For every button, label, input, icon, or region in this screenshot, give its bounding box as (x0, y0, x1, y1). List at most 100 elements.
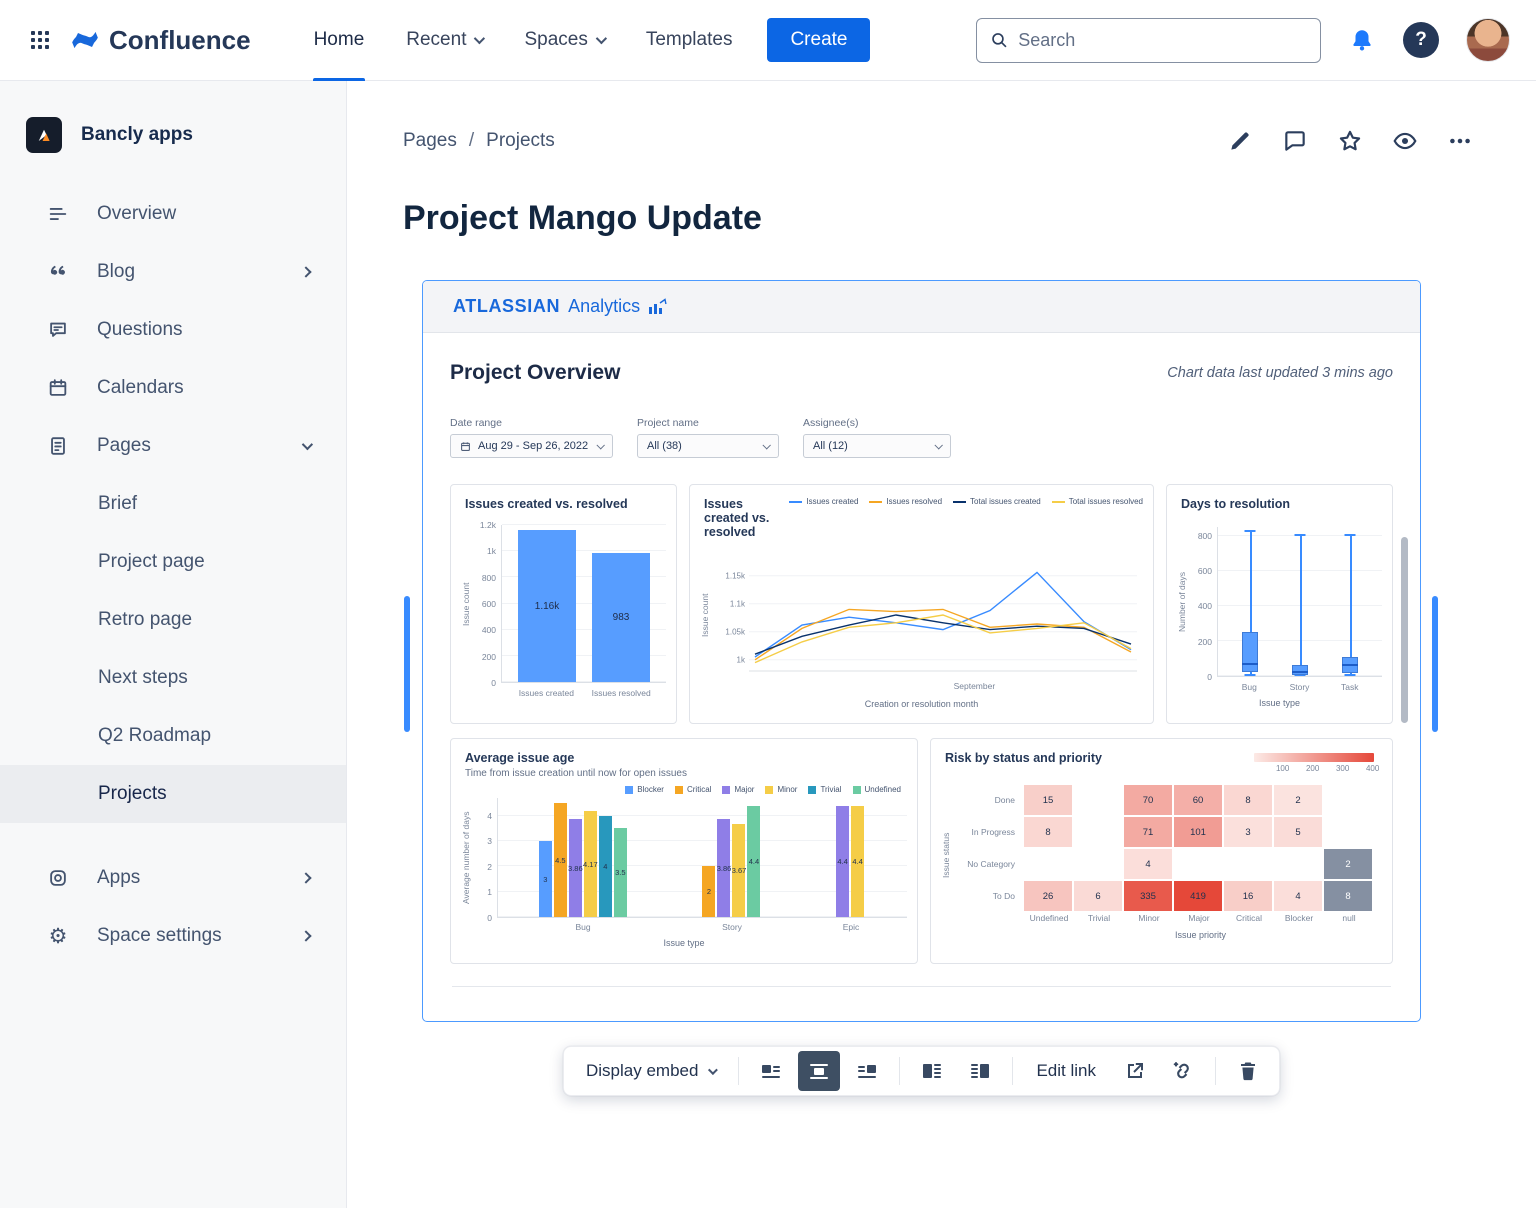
embed-scrollbar-thumb[interactable] (1401, 537, 1408, 723)
sidebar-item-blog[interactable]: Blog (0, 243, 346, 301)
heatmap-cell: 2 (1274, 785, 1322, 815)
confluence-home-link[interactable]: Confluence (70, 25, 251, 56)
whisker-cap (1344, 674, 1356, 676)
sidebar-item-space-settings[interactable]: ⚙ Space settings (0, 907, 346, 965)
legend-item: Critical (674, 785, 711, 794)
y-tick-label: 3 (487, 836, 492, 847)
sidebar-subitem-projects[interactable]: Projects (0, 765, 346, 823)
gridline (502, 602, 666, 604)
search-icon (992, 33, 1007, 48)
y-axis-label: Issue status (941, 832, 951, 878)
date-range-filter: Date range Aug 29 - Sep 26, 2022 (450, 417, 613, 458)
date-range-select[interactable]: Aug 29 - Sep 26, 2022 (450, 434, 613, 458)
align-left-button[interactable] (750, 1051, 792, 1091)
space-logo (26, 117, 62, 153)
ellipsis-icon (1450, 138, 1470, 144)
whisker-line (1250, 532, 1252, 676)
watch-button[interactable] (1391, 127, 1419, 155)
sidebar-item-calendars[interactable]: Calendars (0, 359, 346, 417)
bar-value-label: 4.4 (837, 856, 848, 866)
heatmap-cell (1024, 849, 1072, 879)
app-switcher-icon[interactable] (26, 26, 54, 54)
nav-spaces[interactable]: Spaces (503, 0, 624, 81)
subitem-label: Next steps (98, 667, 188, 688)
delete-button[interactable] (1227, 1051, 1269, 1091)
bar: 3.86 (717, 819, 731, 917)
sidebar-subitem-q2-roadmap[interactable]: Q2 Roadmap (0, 707, 346, 765)
y-tick-label: 400 (1197, 601, 1212, 612)
sidebar-subitem-project-page[interactable]: Project page (0, 533, 346, 591)
legend-item: Trivial (808, 785, 842, 794)
bar: 4.4 (836, 805, 850, 917)
sidebar-item-pages[interactable]: Pages (0, 417, 346, 475)
wrap-right-icon (971, 1064, 990, 1078)
resize-handle-left[interactable] (404, 596, 410, 732)
median-line (1342, 664, 1358, 667)
display-embed-dropdown[interactable]: Display embed (574, 1051, 727, 1091)
sidebar-item-questions[interactable]: Questions (0, 301, 346, 359)
legend-item: Major (722, 785, 754, 794)
nav-templates[interactable]: Templates (625, 0, 754, 81)
legend-swatch (789, 500, 803, 503)
main-content: Pages / Projects (347, 81, 1536, 1208)
whisker-line (1350, 535, 1352, 676)
nav-home[interactable]: Home (293, 0, 386, 81)
x-tick-label: September (953, 681, 996, 691)
unlink-button[interactable] (1162, 1051, 1204, 1091)
heatmap-cell: 4 (1124, 849, 1172, 879)
resize-handle-right[interactable] (1432, 596, 1438, 732)
favorite-button[interactable] (1336, 127, 1364, 155)
project-name-select[interactable]: All (38) (637, 434, 779, 458)
wrap-left-button[interactable] (911, 1051, 953, 1091)
sidebar-subitem-retro-page[interactable]: Retro page (0, 591, 346, 649)
heatmap-cell (1274, 849, 1322, 879)
filters-row: Date range Aug 29 - Sep 26, 2022 Project… (450, 417, 1393, 458)
sidebar-subitem-brief[interactable]: Brief (0, 475, 346, 533)
search-input[interactable] (1018, 29, 1307, 51)
calendar-icon (46, 376, 70, 400)
sidebar-subitem-next-steps[interactable]: Next steps (0, 649, 346, 707)
sidebar-item-label: Space settings (97, 925, 222, 946)
breadcrumb-projects-link[interactable]: Projects (486, 130, 555, 151)
open-link-button[interactable] (1114, 1051, 1156, 1091)
edit-link-label: Edit link (1036, 1061, 1096, 1080)
wrap-right-button[interactable] (959, 1051, 1001, 1091)
chart-title: Average issue age (465, 751, 575, 765)
heatmap-cell: 3 (1224, 817, 1272, 847)
days-to-resolution-boxplot: Days to resolution Number of days 0 200 40… (1166, 484, 1393, 724)
align-center-button[interactable] (798, 1051, 841, 1091)
space-header[interactable]: Bancly apps (0, 107, 346, 163)
column-label: Undefined (1029, 913, 1069, 923)
embed-body: Project Overview Chart data last updated… (423, 333, 1420, 1021)
legend-swatch (1051, 500, 1065, 503)
nav-templates-label: Templates (645, 29, 733, 50)
search-box[interactable] (976, 17, 1321, 63)
edit-link-button[interactable]: Edit link (1024, 1051, 1108, 1091)
legend-item: Total issues created (953, 497, 1041, 506)
breadcrumb-pages-link[interactable]: Pages (403, 130, 457, 151)
align-right-icon (858, 1065, 877, 1078)
sidebar-item-overview[interactable]: Overview (0, 185, 346, 243)
heatmap-cell: 71 (1124, 817, 1172, 847)
y-tick-label: 600 (1197, 566, 1212, 577)
bar: 2 (702, 866, 716, 917)
sidebar-item-apps[interactable]: Apps (0, 849, 346, 907)
whisker-cap (1294, 533, 1306, 536)
y-axis-label: Issue count (461, 582, 471, 626)
help-icon[interactable]: ? (1403, 22, 1439, 58)
chevron-down-icon (474, 32, 486, 45)
assignees-select[interactable]: All (12) (803, 434, 951, 458)
top-navigation: Home Recent Spaces Templates (293, 0, 754, 81)
avatar[interactable] (1466, 18, 1510, 62)
comment-button[interactable] (1281, 127, 1309, 155)
heatmap-cell (1324, 785, 1372, 815)
more-actions-button[interactable] (1446, 127, 1474, 155)
sidebar-item-label: Apps (97, 867, 141, 888)
y-axis-label: Number of days (1177, 572, 1187, 632)
edit-page-button[interactable] (1226, 127, 1254, 155)
align-right-button[interactable] (846, 1051, 888, 1091)
nav-recent[interactable]: Recent (385, 0, 503, 81)
notifications-icon[interactable] (1348, 26, 1376, 54)
analytics-embed-card[interactable]: ATLASSIAN Analytics Project Overview Cha… (422, 280, 1421, 1022)
create-button[interactable]: Create (767, 18, 871, 62)
